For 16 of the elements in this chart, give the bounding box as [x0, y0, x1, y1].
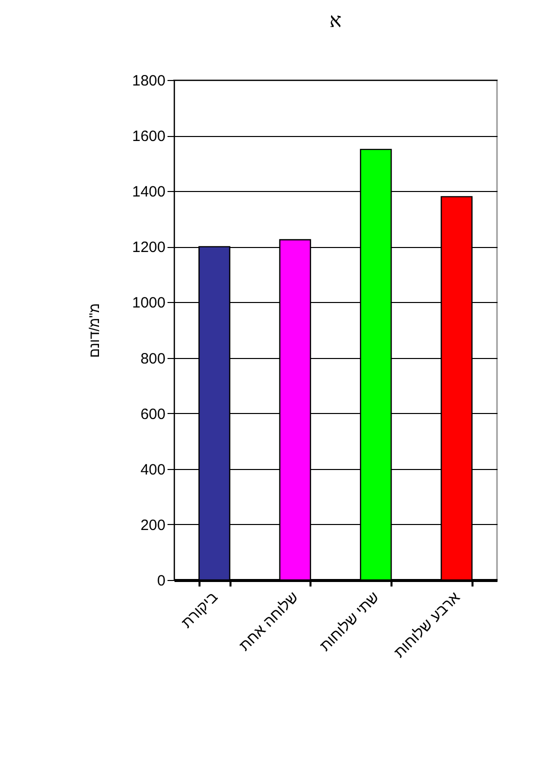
y-tick-label: 1000 — [132, 294, 166, 312]
chart-title: א — [329, 10, 342, 32]
y-tick-label: 0 — [157, 572, 166, 590]
y-axis-title: מ"מ/דונם — [86, 303, 102, 358]
y-tick-label: 1400 — [132, 184, 166, 201]
y-tick-label: 600 — [140, 406, 166, 423]
x-tick-label: שתי שלוחות — [316, 588, 383, 655]
y-tick-label: 400 — [140, 461, 166, 478]
y-tick-label: 1800 — [132, 72, 166, 90]
y-tick-label: 200 — [140, 516, 166, 534]
y-tick-label: 1200 — [132, 239, 166, 256]
y-tick-label: 800 — [140, 350, 166, 368]
x-tick-label: ביקורת — [178, 588, 222, 632]
x-tick-label: ארבע שלוחות — [391, 588, 464, 662]
x-tick-label: שלוחה אחת — [236, 588, 302, 655]
y-tick-label: 1600 — [132, 128, 166, 146]
